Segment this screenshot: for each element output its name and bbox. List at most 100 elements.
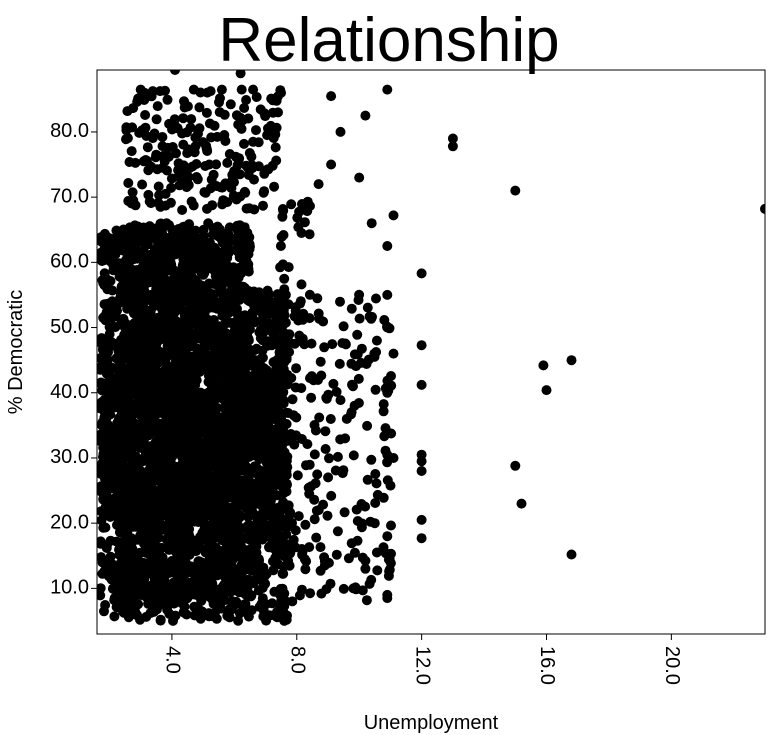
data-point [229, 442, 240, 453]
data-point [254, 369, 265, 380]
data-point-outlier [447, 133, 458, 144]
data-point [206, 132, 217, 143]
data-point [227, 569, 238, 580]
data-point [233, 576, 244, 587]
data-point [287, 518, 297, 528]
data-point [290, 525, 301, 536]
data-point [147, 485, 158, 496]
data-point [315, 356, 326, 367]
data-point [166, 173, 177, 184]
data-point [236, 339, 247, 350]
data-point [177, 585, 188, 596]
data-point [275, 501, 286, 512]
data-point [213, 552, 224, 563]
data-point [305, 588, 316, 599]
data-point [230, 322, 240, 333]
data-point [174, 553, 185, 564]
data-point [214, 97, 224, 108]
data-point [138, 348, 148, 359]
data-point [215, 591, 226, 602]
data-point [339, 507, 350, 518]
data-point [264, 289, 275, 300]
data-point [237, 365, 248, 376]
data-point [153, 532, 164, 543]
data-point [219, 375, 230, 386]
data-point [157, 132, 168, 142]
data-point [238, 254, 249, 265]
data-point [137, 179, 148, 190]
data-point [294, 206, 305, 217]
data-point [122, 133, 133, 144]
data-point [121, 396, 132, 407]
data-point-outlier [382, 84, 393, 95]
data-point [346, 407, 357, 418]
data-point [292, 470, 303, 481]
data-point [127, 187, 138, 198]
data-point [233, 154, 244, 165]
data-point [202, 393, 213, 404]
data-point [315, 542, 326, 553]
data-point [156, 556, 167, 567]
data-point [287, 394, 298, 405]
data-point [225, 99, 236, 110]
data-point [156, 317, 167, 328]
data-point [278, 568, 289, 579]
data-point [203, 608, 214, 619]
data-point [179, 601, 190, 612]
data-point [290, 305, 301, 316]
data-point-outlier [382, 289, 393, 300]
data-point [203, 411, 214, 422]
data-point [199, 331, 210, 342]
y-tick-label: 40.0 [50, 381, 89, 403]
data-point [283, 299, 294, 310]
data-point [115, 244, 126, 255]
data-point [340, 339, 351, 350]
data-point [371, 335, 382, 346]
data-point [115, 526, 126, 536]
data-point [350, 582, 361, 593]
data-point [277, 583, 288, 594]
data-point [145, 161, 156, 172]
data-point [192, 544, 203, 554]
data-point [378, 492, 389, 503]
points-layer [97, 70, 765, 626]
data-point [273, 340, 284, 351]
data-point-outlier [760, 203, 765, 214]
data-point [256, 598, 267, 609]
data-point [199, 344, 210, 355]
data-point [261, 615, 272, 626]
data-point [145, 255, 156, 265]
data-point [224, 612, 235, 623]
data-point [243, 113, 254, 124]
chart-title: Relationship [218, 6, 560, 75]
data-point [371, 478, 382, 489]
data-point [233, 357, 244, 368]
data-point [219, 571, 230, 582]
y-tick-label: 70.0 [50, 185, 89, 207]
data-point-outlier [566, 355, 577, 366]
data-point [220, 318, 231, 329]
data-point [129, 274, 139, 285]
data-point [163, 526, 174, 537]
data-point [162, 94, 173, 105]
data-point [204, 540, 214, 551]
data-point [276, 431, 286, 442]
data-point [370, 498, 381, 508]
data-point [150, 263, 161, 274]
data-point [201, 564, 212, 575]
data-point [138, 558, 149, 568]
data-point [174, 414, 184, 425]
data-point [241, 461, 252, 472]
data-point [306, 392, 317, 403]
data-point [220, 271, 231, 282]
data-point [239, 310, 250, 321]
data-point [338, 583, 349, 594]
data-point [124, 407, 135, 418]
data-point [115, 500, 126, 511]
data-point [356, 499, 367, 509]
data-point [215, 528, 226, 539]
data-point [140, 395, 151, 405]
data-point [234, 531, 245, 541]
data-point [190, 388, 201, 399]
data-point [108, 265, 119, 276]
